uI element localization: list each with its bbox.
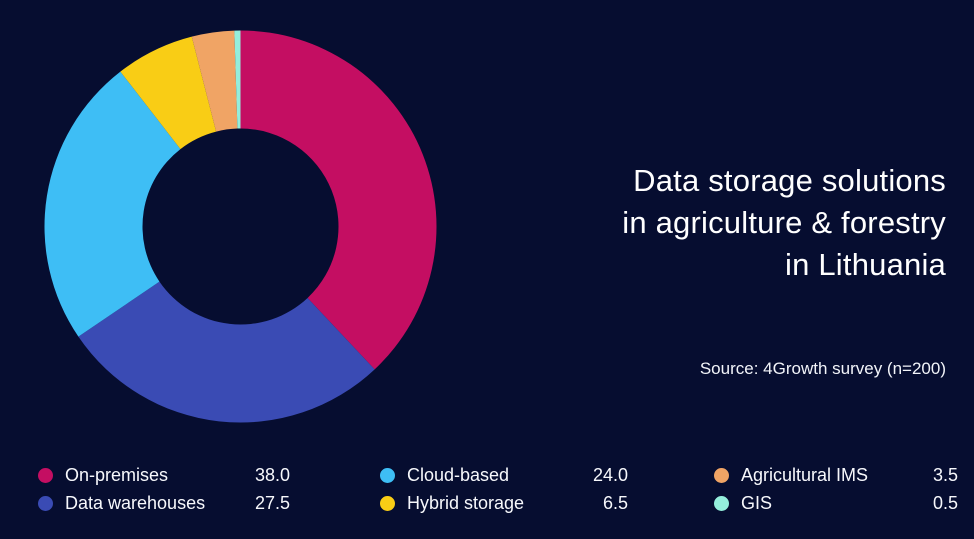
legend-value: 27.5 bbox=[254, 492, 290, 513]
chart-source: Source: 4Growth survey (n=200) bbox=[699, 359, 946, 378]
legend-item-gis: GIS 0.5 bbox=[714, 492, 958, 514]
legend-column-2: Cloud-based 24.0 Hybrid storage 6.5 bbox=[380, 464, 628, 520]
donut-slice-agricultural-ims bbox=[191, 30, 238, 132]
legend-column-1: On-premises 38.0 Data warehouses 27.5 bbox=[38, 464, 290, 520]
legend-label: Cloud-based bbox=[407, 464, 510, 485]
legend-column-3: Agricultural IMS 3.5 GIS 0.5 bbox=[714, 464, 958, 520]
donut-slice-on-premises bbox=[240, 30, 437, 370]
chart-title-line-2: in agriculture & forestry bbox=[622, 205, 946, 240]
legend-label: Data warehouses bbox=[65, 492, 206, 513]
legend-value: 38.0 bbox=[254, 464, 290, 485]
legend-label: GIS bbox=[741, 492, 773, 513]
legend-label: Agricultural IMS bbox=[741, 464, 869, 485]
chart-title-line-3: in Lithuania bbox=[785, 247, 946, 282]
donut-slices bbox=[44, 30, 437, 423]
legend-value: 6.5 bbox=[602, 492, 628, 513]
legend-item-cloud-based: Cloud-based 24.0 bbox=[380, 464, 628, 486]
legend-swatch-cloud-based-icon bbox=[380, 467, 395, 483]
legend-value: 0.5 bbox=[932, 492, 958, 513]
donut-slice-hybrid-storage bbox=[120, 36, 217, 150]
legend-item-hybrid-storage: Hybrid storage 6.5 bbox=[380, 492, 628, 514]
donut-slice-gis bbox=[234, 30, 241, 129]
legend-item-agricultural-ims: Agricultural IMS 3.5 bbox=[714, 464, 958, 486]
chart-title: Data storage solutions in agriculture & … bbox=[622, 160, 946, 286]
legend-swatch-on-premises-icon bbox=[38, 467, 53, 483]
legend-swatch-agricultural-ims-icon bbox=[714, 467, 729, 483]
legend-label: Hybrid storage bbox=[407, 492, 525, 513]
legend-label: On-premises bbox=[65, 464, 169, 485]
donut-slice-cloud-based bbox=[44, 71, 181, 337]
legend-item-data-warehouses: Data warehouses 27.5 bbox=[38, 492, 290, 514]
legend-swatch-hybrid-storage-icon bbox=[380, 495, 395, 511]
legend-value: 24.0 bbox=[592, 464, 628, 485]
legend-value: 3.5 bbox=[932, 464, 958, 485]
chart-title-line-1: Data storage solutions bbox=[633, 163, 946, 198]
legend-item-on-premises: On-premises 38.0 bbox=[38, 464, 290, 486]
legend-swatch-gis-icon bbox=[714, 495, 729, 511]
donut-slice-data-warehouses bbox=[78, 281, 375, 423]
legend-swatch-data-warehouses-icon bbox=[38, 495, 53, 511]
